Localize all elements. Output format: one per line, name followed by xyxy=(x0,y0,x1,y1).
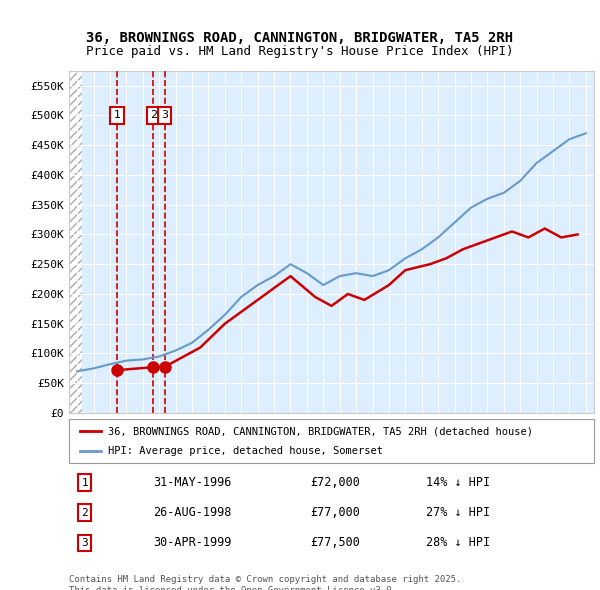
Text: Price paid vs. HM Land Registry's House Price Index (HPI): Price paid vs. HM Land Registry's House … xyxy=(86,45,514,58)
Bar xyxy=(69,71,82,413)
Text: 36, BROWNINGS ROAD, CANNINGTON, BRIDGWATER, TA5 2RH: 36, BROWNINGS ROAD, CANNINGTON, BRIDGWAT… xyxy=(86,31,514,45)
Text: 27% ↓ HPI: 27% ↓ HPI xyxy=(426,506,490,519)
Text: 2: 2 xyxy=(82,508,88,518)
Text: 1: 1 xyxy=(82,477,88,487)
Text: £77,500: £77,500 xyxy=(311,536,361,549)
Text: 26-AUG-1998: 26-AUG-1998 xyxy=(153,506,232,519)
Text: 14% ↓ HPI: 14% ↓ HPI xyxy=(426,476,490,489)
Text: 3: 3 xyxy=(161,110,168,120)
Text: Contains HM Land Registry data © Crown copyright and database right 2025.
This d: Contains HM Land Registry data © Crown c… xyxy=(69,575,461,590)
Text: 30-APR-1999: 30-APR-1999 xyxy=(153,536,232,549)
Text: 36, BROWNINGS ROAD, CANNINGTON, BRIDGWATER, TA5 2RH (detached house): 36, BROWNINGS ROAD, CANNINGTON, BRIDGWAT… xyxy=(109,427,533,436)
FancyBboxPatch shape xyxy=(69,419,594,463)
Text: 3: 3 xyxy=(82,538,88,548)
Text: 1: 1 xyxy=(113,110,121,120)
Text: £72,000: £72,000 xyxy=(311,476,361,489)
Text: 31-MAY-1996: 31-MAY-1996 xyxy=(153,476,232,489)
Text: 2: 2 xyxy=(150,110,157,120)
Text: £77,000: £77,000 xyxy=(311,506,361,519)
Text: 28% ↓ HPI: 28% ↓ HPI xyxy=(426,536,490,549)
Text: HPI: Average price, detached house, Somerset: HPI: Average price, detached house, Some… xyxy=(109,446,383,455)
